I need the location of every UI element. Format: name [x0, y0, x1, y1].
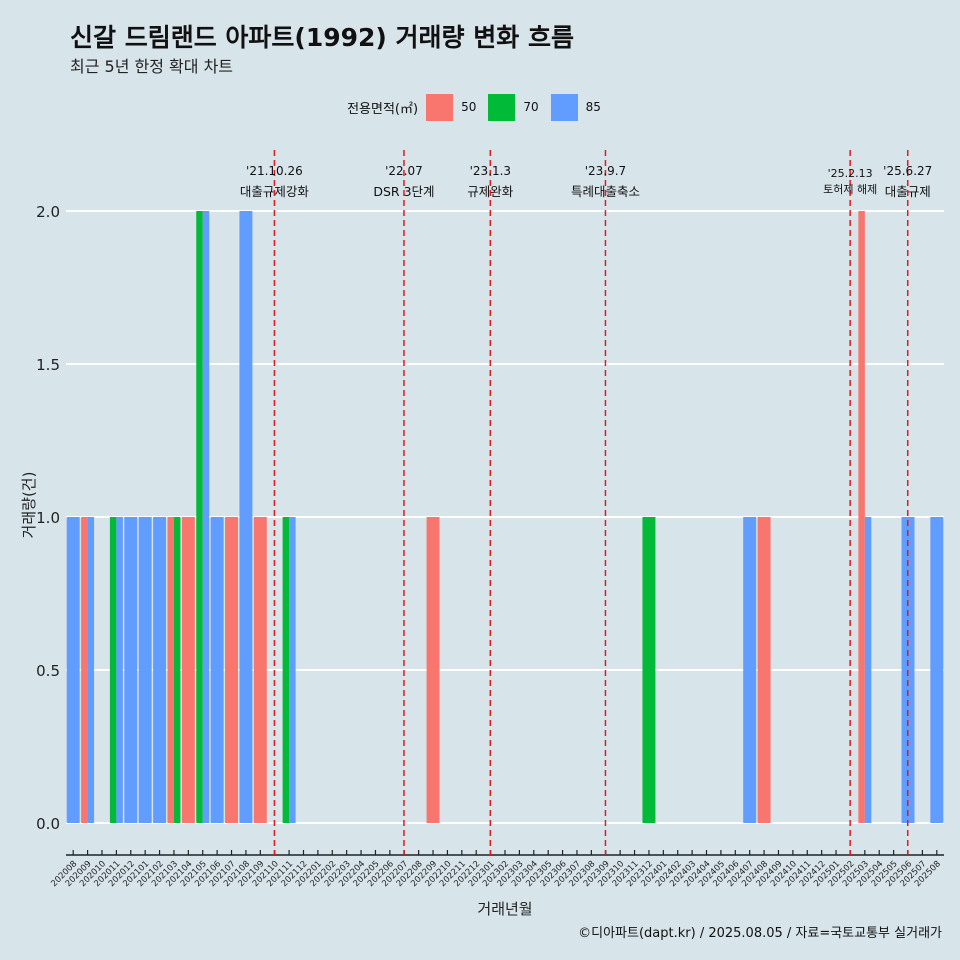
annotation-event-4: 토허제 해제: [823, 182, 877, 196]
bar-202101-85: [138, 517, 152, 823]
bar-202503-50: [858, 211, 865, 823]
legend-item-70: 70: [488, 93, 539, 121]
bar-202407-85: [743, 517, 757, 823]
bar-202103-70: [173, 517, 181, 823]
legend-item-50: 50: [426, 93, 477, 121]
bar-202012-85: [124, 517, 138, 823]
annotation-date-2: '23.1.3: [470, 164, 511, 178]
bar-202106-85: [210, 517, 224, 823]
chart-title: 신갈 드림랜드 아파트(1992) 거래량 변화 흐름: [70, 23, 574, 52]
legend-swatch-85: [550, 93, 578, 121]
legend-swatch-50: [426, 93, 454, 121]
bar-202104-50: [181, 517, 195, 823]
legend-swatch-70: [488, 93, 516, 121]
bar-202009-85: [87, 517, 95, 823]
y-tick-label: 0.0: [36, 815, 60, 833]
bar-202105-85: [202, 211, 210, 823]
x-axis-title: 거래년월: [477, 900, 532, 918]
bar-202503-85: [864, 517, 872, 823]
bar-202107-50: [225, 517, 239, 823]
legend-item-85: 85: [550, 93, 601, 121]
legend-label-50: 50: [461, 100, 477, 114]
annotation-date-4: '25.2.13: [828, 167, 873, 180]
annotation-date-1: '22.07: [385, 164, 423, 178]
bar-202209-50: [426, 517, 440, 823]
annotation-event-3: 특례대출축소: [571, 184, 640, 199]
annotation-event-1: DSR 3단계: [373, 184, 434, 199]
legend: 전용면적(㎡) 50 70 85: [0, 92, 960, 122]
bar-202011-70: [109, 517, 117, 823]
y-tick-label: 0.5: [36, 662, 60, 680]
annotation-event-0: 대출규제강화: [240, 184, 310, 199]
bar-202111-70: [282, 517, 290, 823]
y-tick-label: 2.0: [36, 203, 60, 221]
bar-202102-85: [153, 517, 167, 823]
chart-subtitle: 최근 5년 한정 확대 차트: [70, 57, 234, 76]
source-caption: ©디아파트(dapt.kr) / 2025.08.05 / 자료=국토교통부 실…: [578, 926, 942, 941]
legend-title: 전용면적(㎡): [347, 101, 419, 117]
bar-202103-50: [167, 517, 174, 823]
bar-202109-50: [253, 517, 267, 823]
bar-202108-85: [239, 211, 253, 823]
bar-202508-85: [930, 517, 944, 823]
annotation-event-5: 대출규제: [885, 184, 931, 199]
legend-label-70: 70: [523, 100, 539, 114]
y-axis-title: 거래량(건): [20, 472, 38, 539]
legend-label-85: 85: [585, 100, 601, 114]
y-tick-label: 1.0: [36, 509, 60, 527]
annotation-date-0: '21.10.26: [246, 164, 303, 178]
annotation-date-3: '23.9.7: [585, 164, 626, 178]
annotation-event-2: 규제완화: [467, 184, 514, 199]
bar-202009-50: [81, 517, 88, 823]
y-tick-label: 1.5: [36, 356, 60, 374]
bar-202011-85: [116, 517, 123, 823]
bar-202008-85: [66, 517, 80, 823]
bar-202111-85: [289, 517, 296, 823]
bar-202408-50: [757, 517, 771, 823]
bar-202312-70: [642, 517, 656, 823]
bar-202105-70: [196, 211, 203, 823]
annotation-date-5: '25.6.27: [883, 164, 932, 178]
